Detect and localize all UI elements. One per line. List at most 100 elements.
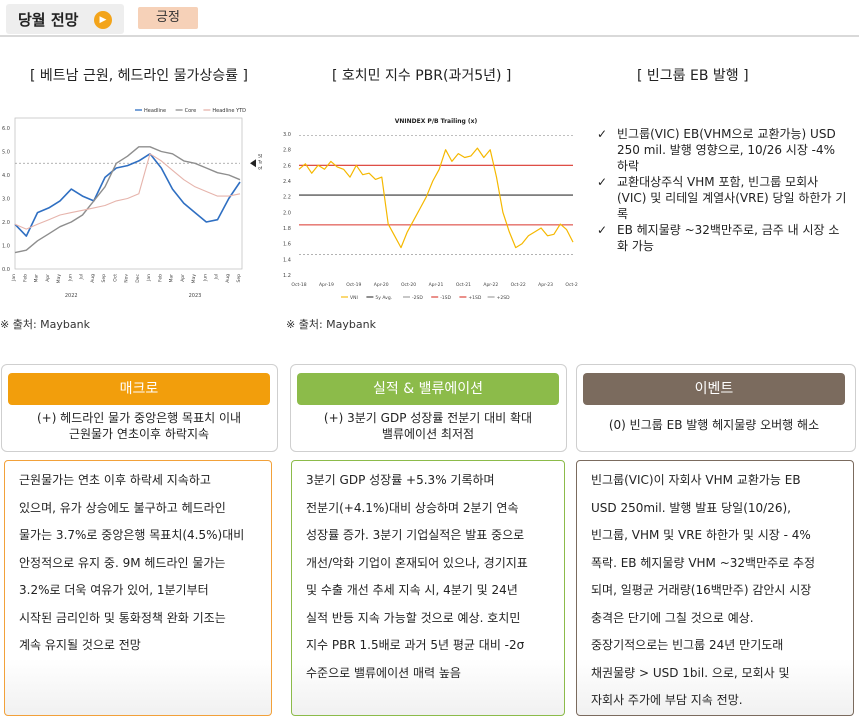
- pbr-chart: VNINDEX P/B Trailing (x) 1.2 1.4 1.6 1.8 2.0 2…: [283, 118, 578, 301]
- x-tick-label: Mar: [34, 274, 40, 283]
- body-line: 성장률 증가. 3분기 기업실적은 발표 중으로: [306, 528, 525, 542]
- x-tick-label: Oct-18: [291, 282, 306, 288]
- body-line: 및 수출 개선 추세 지속 시, 4분기 및 24년: [306, 583, 518, 597]
- x-tick-label: Jul: [214, 274, 220, 280]
- x-tick-label: Apr-22: [483, 282, 498, 288]
- series-line-headline-ytd: [14, 153, 241, 230]
- legend-label: Headline YTD: [212, 108, 246, 114]
- header-divider: [0, 35, 859, 37]
- body-line: 안정적으로 유지 중. 9M 헤드라인 물가는: [19, 555, 226, 570]
- check-icon: ✓: [597, 223, 608, 237]
- list-item: ✓ 교환대상주식 VHM 포함, 빈그룹 모회사(VIC) 및 리테일 계열사(V…: [597, 174, 847, 222]
- x-tick-label: Apr-19: [319, 282, 334, 288]
- legend-label: Core: [185, 108, 197, 114]
- chart-title: VNINDEX P/B Trailing (x): [395, 118, 478, 125]
- x-tick-label: Apr-21: [429, 282, 444, 288]
- body-line: 실적 반등 지속 가능할 것으로 예상. 호치민: [306, 610, 521, 625]
- y-tick-label: 2.6: [283, 163, 291, 169]
- body-line: 자회사 주가에 부담 지속 전망.: [591, 693, 743, 707]
- series-line-core: [14, 146, 241, 254]
- series-line-headline: [14, 152, 241, 237]
- x-tick-label: Apr-20: [374, 282, 389, 288]
- y-tick-label: 1.2: [283, 273, 291, 279]
- eb-panel-title: [ 빈그룹 EB 발행 ]: [637, 68, 749, 84]
- x-tick-label: Nov: [124, 274, 130, 283]
- x-tick-label: Apr: [45, 274, 51, 282]
- x-tick-label: Oct-22: [511, 282, 526, 288]
- list-item: ✓ EB 헤지물량 ~32백만주로, 금주 내 시장 소화 가능: [597, 222, 847, 254]
- earnings-header: 실적 & 밸류에이션: [297, 373, 559, 405]
- x-tick-label: Jan: [146, 274, 152, 282]
- target-annotation: SBV: [258, 153, 262, 159]
- list-item: ✓ 빈그룹(VIC) EB(VHM으로 교환가능) USD 250 mil. 발행…: [597, 126, 847, 174]
- page-title: 당월 전망: [18, 11, 79, 29]
- legend-label: VNI: [350, 295, 358, 301]
- event-body: 빈그룹(VIC)이 자회사 VHM 교환가능 EB USD 250mil. 발행…: [576, 460, 854, 716]
- target-annotation: of 4.5%: [258, 165, 262, 171]
- y-tick-label: 1.8: [283, 226, 291, 232]
- outlook-badge: 긍정: [138, 7, 198, 29]
- x-tick-label: Sep: [101, 274, 107, 283]
- target-arrow-icon: [250, 159, 256, 168]
- source-note: ※ 출처: Maybank: [286, 318, 376, 331]
- y-tick-label: 2.0: [283, 210, 291, 216]
- y-tick-label: 3.0: [283, 132, 291, 138]
- x-tick-label: Oct-20: [401, 282, 416, 288]
- y-tick-label: 2.8: [283, 148, 291, 154]
- event-header: 이벤트: [583, 373, 845, 405]
- x-tick-label: Feb: [157, 274, 163, 282]
- x-tick-label: May: [56, 274, 62, 284]
- x-tick-label: Apr: [180, 274, 186, 282]
- y-tick-label: 4.0: [2, 173, 10, 179]
- legend-label: +2SD: [497, 295, 510, 301]
- body-line: 개선/악화 기업이 혼재되어 있으나, 경기지표: [306, 555, 528, 570]
- pbr-chart-title: [ 호치민 지수 PBR(과거5년) ]: [332, 68, 512, 84]
- legend-label: 5y Avg.: [375, 295, 392, 301]
- body-line: 지수 PBR 1.5배로 과거 5년 평균 대비 -2σ: [306, 638, 525, 652]
- legend-label: Headline: [144, 108, 166, 114]
- y-tick-label: 1.0: [2, 244, 10, 250]
- x-tick-label: Oct-23: [565, 282, 578, 288]
- body-line: 충격은 단기에 그칠 것으로 예상.: [591, 610, 754, 625]
- body-line: 시작된 금리인하 및 통화정책 완화 기조는: [19, 610, 226, 625]
- body-line: 수준으로 밸류에이션 매력 높음: [306, 665, 461, 680]
- body-line: 근원물가는 연초 이후 하락세 지속하고: [19, 473, 211, 487]
- check-icon: ✓: [597, 127, 608, 141]
- eb-bullet-list: ✓ 빈그룹(VIC) EB(VHM으로 교환가능) USD 250 mil. 발행…: [597, 126, 847, 254]
- legend-label: -2SD: [412, 295, 423, 301]
- body-line: 빈그룹, VHM 및 VRE 하한가 및 시장 - 4%: [591, 528, 811, 542]
- list-item-text: EB 헤지물량 ~32백만주로, 금주 내 시장 소화 가능: [617, 223, 840, 253]
- x-tick-label: Mar: [169, 274, 175, 283]
- y-tick-label: 3.0: [2, 197, 10, 203]
- year-label: 2023: [189, 293, 202, 299]
- x-tick-label: Apr-23: [538, 282, 553, 288]
- check-icon: ✓: [597, 175, 608, 189]
- x-tick-label: Feb: [22, 274, 28, 282]
- x-tick-label: Jun: [202, 274, 208, 282]
- x-tick-label: Jul: [79, 274, 85, 280]
- year-label: 2022: [65, 293, 78, 299]
- body-line: 폭락. EB 헤지물량 VHM ~32백만주로 추정: [591, 555, 816, 570]
- vni-series-line: [298, 147, 574, 249]
- macro-body: 근원물가는 연초 이후 하락세 지속하고 있으며, 유가 상승에도 불구하고 헤…: [4, 460, 272, 716]
- y-tick-label: 6.0: [2, 126, 10, 132]
- y-tick-label: 1.4: [283, 257, 291, 263]
- earnings-subtitle: (+) 3분기 GDP 성장률 전분기 대비 확대 밸류에이션 최저점: [323, 411, 533, 441]
- legend-label: +1SD: [468, 295, 481, 301]
- body-line: 계속 유지될 것으로 전망: [19, 638, 141, 652]
- body-line: 전분기(+4.1%)대비 상승하며 2분기 연속: [306, 500, 519, 515]
- body-line: USD 250mil. 발행 발표 당일(10/26),: [591, 500, 791, 515]
- x-tick-label: Aug: [225, 274, 231, 283]
- y-tick-label: 2.2: [283, 195, 291, 201]
- body-line: 물가는 3.7%로 중앙은행 목표치(4.5%)대비: [19, 528, 245, 542]
- header-bar: 당월 전망 ▶ 긍정: [0, 0, 859, 36]
- x-tick-label: Oct-21: [456, 282, 471, 288]
- body-line: 3.2%로 더욱 여유가 있어, 1분기부터: [19, 583, 209, 597]
- macro-subtitle: (+) 헤드라인 물가 중앙은행 목표치 이내 근원물가 연초이후 하락지속: [36, 411, 242, 441]
- y-tick-label: 5.0: [2, 150, 10, 156]
- legend-label: -1SD: [440, 295, 451, 301]
- list-item-text: 교환대상주식 VHM 포함, 빈그룹 모회사(VIC) 및 리테일 계열사(VR…: [617, 175, 847, 221]
- event-subtitle: (0) 빈그룹 EB 발행 헤지물량 오버행 해소: [608, 418, 820, 432]
- body-line: 빈그룹(VIC)이 자회사 VHM 교환가능 EB: [591, 473, 801, 487]
- play-icon[interactable]: ▶: [94, 11, 112, 29]
